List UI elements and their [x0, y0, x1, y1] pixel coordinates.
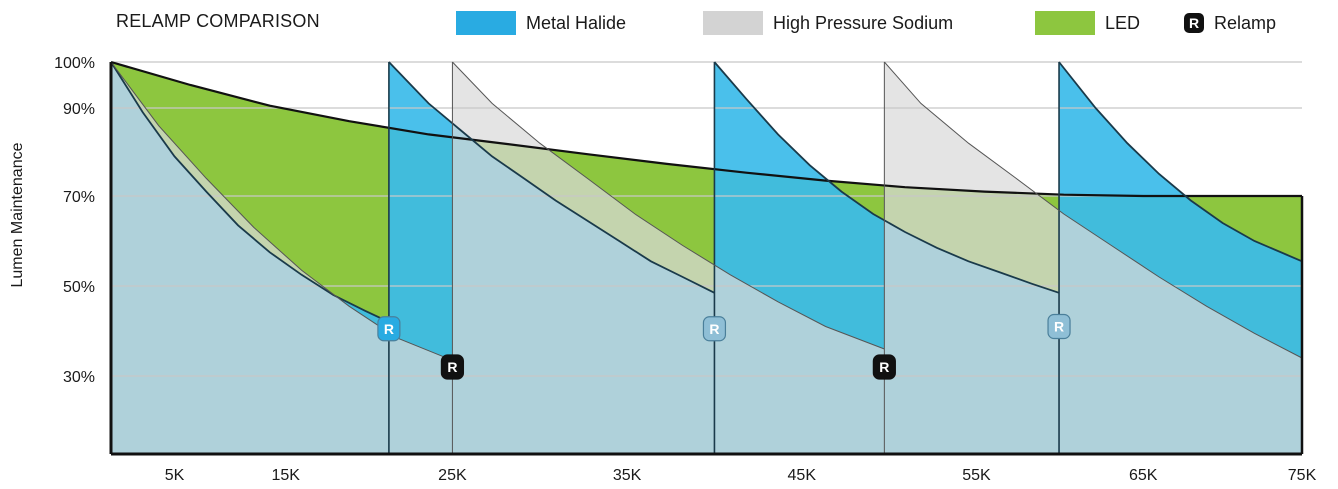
x-tick-label-0: 5K: [165, 467, 185, 484]
series-hps-line-2: [884, 61, 1303, 359]
y-tick-label-2: 70%: [63, 189, 95, 206]
relamp-icon: R: [1184, 13, 1204, 33]
y-tick-label-1: 90%: [63, 101, 95, 118]
relamp-marker-1: [440, 354, 465, 380]
legend-item-relamp: R Relamp: [1184, 11, 1276, 35]
relamp-marker-label-3: R: [879, 359, 889, 375]
y-tick-label-0: 100%: [54, 55, 95, 72]
legend-item-led: LED: [1035, 11, 1140, 35]
relamp-marker-4: [1047, 313, 1071, 340]
series-led-line: [110, 60, 1302, 198]
x-tick-label-2: 25K: [438, 467, 467, 484]
series-metal-halide-line-1: [388, 61, 715, 294]
legend-label-high-pressure-sodium: High Pressure Sodium: [773, 12, 954, 33]
legend-swatch-high-pressure-sodium: [703, 11, 763, 35]
x-tick-label-7: 75K: [1288, 467, 1317, 484]
x-tick-label-4: 45K: [788, 467, 817, 484]
y-tick-label-4: 30%: [63, 369, 95, 386]
series-metal-halide-line-0: [110, 61, 390, 323]
series-metal-halide-line-3: [1058, 61, 1303, 263]
legend-label-relamp: Relamp: [1214, 12, 1277, 33]
relamp-marker-label-4: R: [1054, 319, 1064, 335]
series-hps-area-0: [111, 62, 453, 454]
legend-swatch-metal-halide: [456, 11, 516, 35]
y-tick-label-3: 50%: [63, 279, 95, 296]
legend-label-metal-halide: Metal Halide: [526, 12, 627, 33]
relamp-marker-label-2: R: [709, 321, 719, 337]
relamp-marker-2: [702, 316, 727, 342]
series-hps-line-1: [452, 61, 885, 350]
x-tick-label-6: 65K: [1129, 467, 1158, 484]
series-hps-area-1: [452, 62, 885, 454]
legend-item-high-pressure-sodium: High Pressure Sodium: [703, 11, 953, 35]
series-metal-halide-line-2: [713, 61, 1060, 294]
legend-item-metal-halide: Metal Halide: [456, 11, 626, 35]
chart-title: RELAMP COMPARISON: [116, 11, 320, 31]
legend-label-led: LED: [1105, 12, 1141, 33]
relamp-marker-label-1: R: [447, 359, 457, 375]
x-tick-label-1: 15K: [271, 467, 300, 484]
relamp-marker-0: [377, 316, 401, 342]
relamp-marker-label-0: R: [384, 321, 394, 337]
series-hps-area-2: [884, 62, 1302, 454]
relamp-marker-3: [872, 354, 896, 380]
legend-swatch-led: [1035, 11, 1095, 35]
x-tick-label-5: 55K: [962, 467, 991, 484]
x-tick-label-3: 35K: [613, 467, 642, 484]
